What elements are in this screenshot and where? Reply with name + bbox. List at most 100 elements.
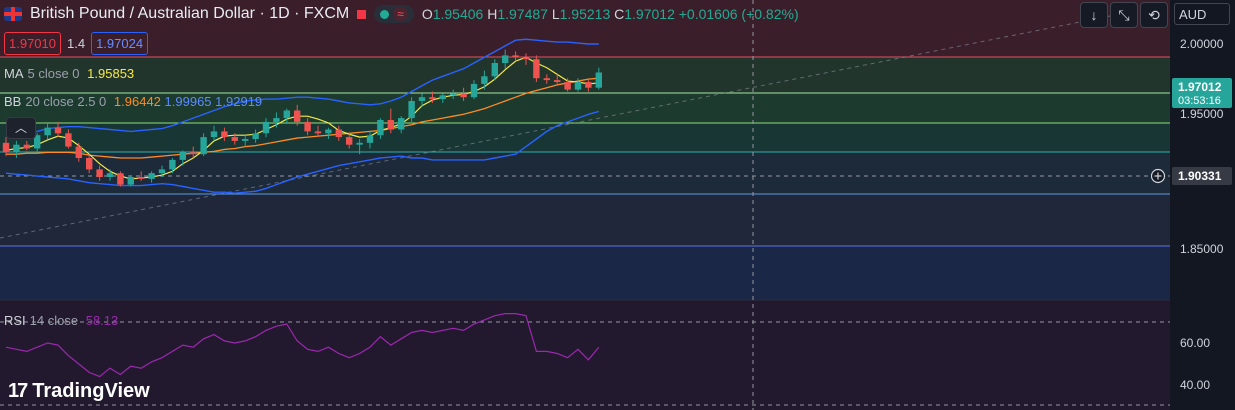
candle-body-39 xyxy=(408,101,415,119)
brand-name: TradingView xyxy=(32,380,150,402)
zone-band-3 xyxy=(0,123,1170,152)
candle-body-8 xyxy=(86,158,93,170)
candle-body-6 xyxy=(65,133,72,147)
trend-line xyxy=(0,13,1121,239)
candle-body-4 xyxy=(44,127,51,136)
gbpaud-flag-icon xyxy=(4,7,22,21)
bb-legend[interactable]: BB 20 close 2.5 0 1.96442 1.99965 1.92919 xyxy=(4,94,263,109)
candle-body-55 xyxy=(574,82,582,90)
price-label-countdown: 03:53:16 xyxy=(1178,95,1221,107)
bb-upper-value: 1.99965 xyxy=(164,94,212,109)
bb-lower-line xyxy=(5,110,599,194)
ma-legend[interactable]: MA 5 close 0 1.95853 xyxy=(4,66,135,81)
candle-body-57 xyxy=(595,72,602,88)
zone-band-7 xyxy=(0,300,1170,410)
crosshair-label-box xyxy=(1172,167,1232,185)
fullscreen-icon[interactable]: ⤡ xyxy=(1110,2,1138,28)
candle-body-35 xyxy=(366,135,374,143)
buy-button[interactable]: 1.97024 xyxy=(91,32,149,55)
symbol-title[interactable]: British Pound / Australian Dollar · 1D ·… xyxy=(30,5,350,22)
candle-body-51 xyxy=(533,59,540,79)
candle-body-29 xyxy=(304,121,311,132)
candle-body-47 xyxy=(491,63,498,77)
candle-body-56 xyxy=(585,82,592,88)
bb-basis-value: 1.96442 xyxy=(113,94,161,109)
tv-logo-icon: 17 xyxy=(8,380,28,402)
spread-value: 1.4 xyxy=(67,36,86,51)
rsi-pane xyxy=(0,313,1170,406)
candle-body-22 xyxy=(231,137,238,141)
price-tick-2: 1.85000 xyxy=(1180,242,1224,256)
candle-body-31 xyxy=(325,129,332,134)
rsi-legend[interactable]: RSI 14 close 58.13 xyxy=(4,313,119,328)
screenshot-icon[interactable]: ⟲ xyxy=(1140,2,1168,28)
status-dot-icon xyxy=(380,9,390,19)
candle-body-30 xyxy=(314,131,322,134)
candle-body-50 xyxy=(522,57,530,60)
candle-body-12 xyxy=(127,177,134,185)
candle-body-5 xyxy=(54,127,62,134)
currency-selector[interactable]: AUD xyxy=(1174,3,1230,25)
candle-body-37 xyxy=(387,120,394,130)
candle-body-40 xyxy=(418,97,426,101)
candle-body-3 xyxy=(34,135,41,149)
candle-body-54 xyxy=(564,82,571,90)
candle-body-26 xyxy=(273,118,280,122)
candle-body-36 xyxy=(377,120,384,136)
price-tick-1: 1.95000 xyxy=(1180,107,1224,121)
market-status-icon xyxy=(357,9,367,19)
candle-body-2 xyxy=(23,144,30,149)
price-axis: 2.00000 1.95000 1.85000 60.00 40.00 1.9701203… xyxy=(1150,37,1232,392)
sell-button[interactable]: 1.97010 xyxy=(4,32,61,55)
zone-band-5 xyxy=(0,194,1170,246)
candle-body-44 xyxy=(460,93,467,98)
caret-up-icon[interactable]: ︿ xyxy=(6,117,36,139)
candle-body-7 xyxy=(75,146,82,158)
candle-body-42 xyxy=(439,95,446,100)
price-plot xyxy=(2,38,602,194)
tradingview-logo: 17 TradingView xyxy=(8,380,150,403)
download-icon[interactable]: ↓ xyxy=(1080,2,1108,28)
candle-body-52 xyxy=(543,78,550,81)
candle-body-13 xyxy=(138,177,145,179)
rsi-tick-0: 60.00 xyxy=(1180,336,1210,350)
rsi-value: 58.13 xyxy=(85,313,119,328)
candle-body-17 xyxy=(179,152,186,160)
candle-body-20 xyxy=(210,131,218,138)
candle-body-10 xyxy=(106,173,114,177)
candle-body-24 xyxy=(252,133,259,139)
candle-body-16 xyxy=(169,159,176,170)
candle-body-43 xyxy=(450,93,457,96)
candle-body-14 xyxy=(148,173,155,179)
candle-body-38 xyxy=(398,118,405,130)
candle-body-53 xyxy=(554,80,561,82)
trade-panel: 1.97010 1.4 1.97024 xyxy=(4,32,149,55)
rsi-tick-1: 40.00 xyxy=(1180,378,1210,392)
crosshair-label-value: 1.90331 xyxy=(1178,169,1222,183)
candle-body-23 xyxy=(242,139,249,141)
zone-band-0 xyxy=(0,0,1170,57)
zone-band-6 xyxy=(0,246,1170,300)
candle-body-18 xyxy=(190,152,197,155)
zone-band-4 xyxy=(0,152,1170,194)
price-tick-0: 2.00000 xyxy=(1180,37,1224,51)
rsi-line xyxy=(5,313,600,378)
market-open-pill[interactable]: ≈ xyxy=(374,5,414,23)
ma-value: 1.95853 xyxy=(87,66,135,81)
candle-body-32 xyxy=(335,129,342,138)
candle-body-11 xyxy=(117,173,124,185)
bb-basis-line xyxy=(6,77,599,159)
ohlc-readout: O1.95406 H1.97487 L1.95213 C1.97012 +0.0… xyxy=(421,6,799,22)
candle-body-15 xyxy=(158,169,166,174)
candle-body-33 xyxy=(346,137,353,145)
wave-icon: ≈ xyxy=(393,7,408,21)
candle-body-0 xyxy=(2,142,10,153)
bb-upper-line xyxy=(5,38,599,136)
price-label-box xyxy=(1172,78,1232,108)
candle-body-48 xyxy=(502,55,509,63)
candle-body-21 xyxy=(221,131,228,138)
ma5-line xyxy=(5,56,599,180)
chart-header: British Pound / Australian Dollar · 1D ·… xyxy=(4,2,799,26)
